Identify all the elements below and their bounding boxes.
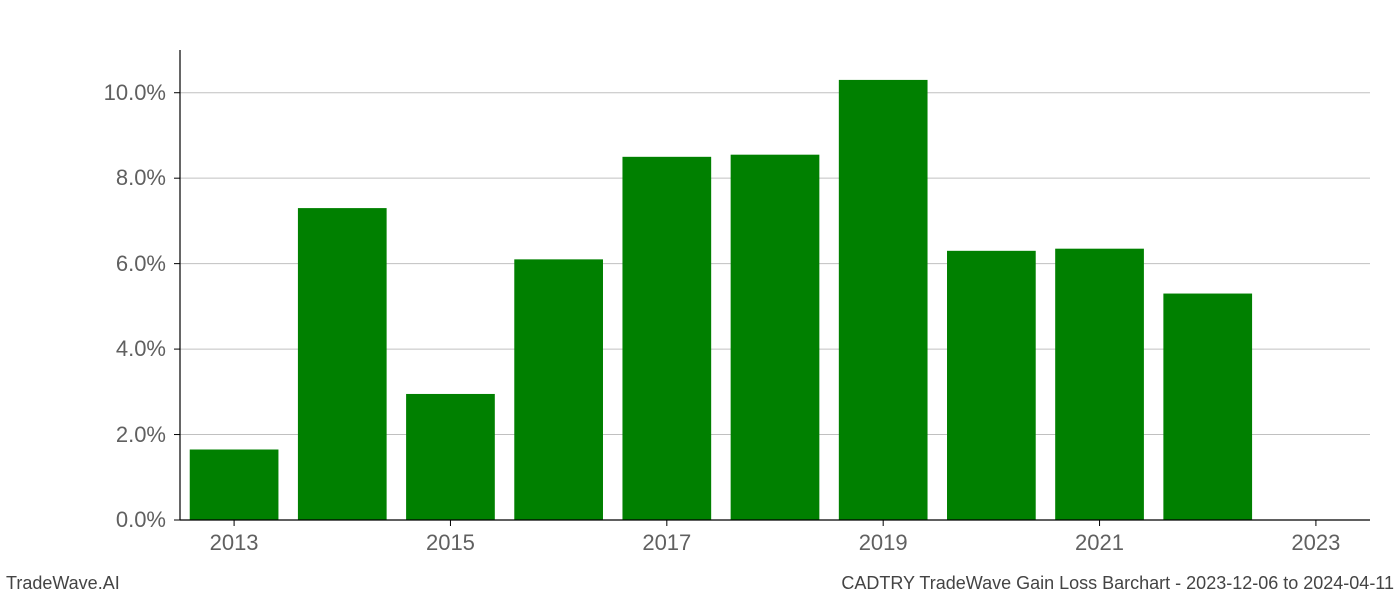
bar [406,394,495,520]
plot-area [180,50,1370,520]
x-tick-label: 2013 [210,530,259,556]
y-tick-label: 4.0% [86,336,166,362]
bar [1055,249,1144,520]
bar [1163,294,1252,520]
bar [731,155,820,520]
y-tick-label: 8.0% [86,165,166,191]
bar [514,259,603,520]
y-tick-label: 10.0% [86,80,166,106]
x-tick-label: 2021 [1075,530,1124,556]
bar [839,80,928,520]
chart-container: { "chart": { "type": "bar", "canvas": { … [0,0,1400,600]
x-tick-label: 2015 [426,530,475,556]
x-tick-label: 2019 [859,530,908,556]
x-tick-label: 2023 [1291,530,1340,556]
bar [947,251,1036,520]
y-tick-label: 6.0% [86,251,166,277]
y-tick-label: 2.0% [86,422,166,448]
chart-svg [180,50,1370,520]
y-tick-label: 0.0% [86,507,166,533]
x-tick-label: 2017 [642,530,691,556]
bar [622,157,711,520]
bar [190,450,279,521]
bar [298,208,387,520]
footer-right-text: CADTRY TradeWave Gain Loss Barchart - 20… [841,573,1394,594]
footer-left-text: TradeWave.AI [6,573,120,594]
